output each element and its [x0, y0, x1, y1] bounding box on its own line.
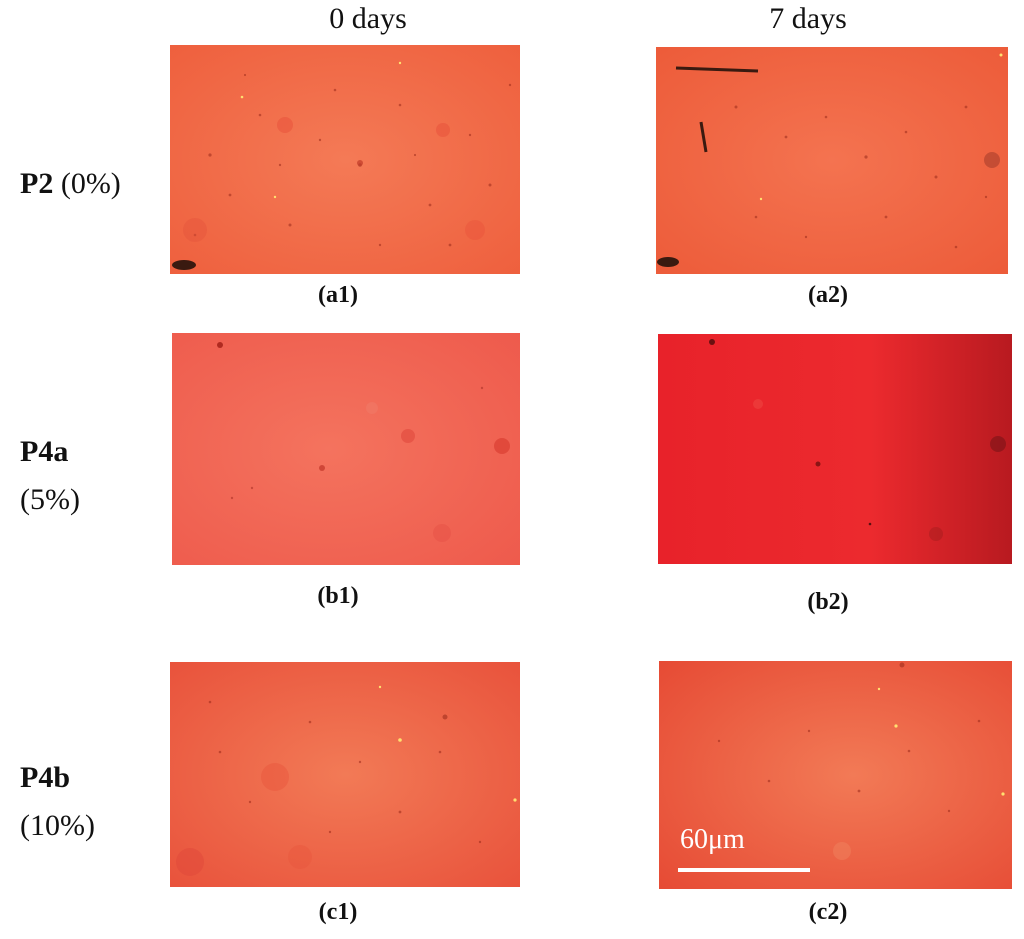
caption-b2: (b2)	[807, 589, 849, 615]
row-pct-p2: (0%)	[60, 167, 121, 200]
micrograph-c2	[659, 661, 1012, 889]
scale-bar	[678, 868, 810, 872]
row-pct-p4a: (5%)	[20, 483, 80, 516]
caption-c1: (c1)	[318, 899, 358, 925]
column-header-0-days: 0 days	[329, 2, 407, 35]
row-pct-p4b: (10%)	[20, 809, 95, 842]
micrograph-a2	[656, 47, 1008, 274]
row-label-p2: P2 (0%)	[20, 160, 121, 208]
caption-a1: (a1)	[318, 282, 358, 308]
micrograph-b1	[172, 333, 520, 565]
caption-a2: (a2)	[808, 282, 848, 308]
row-label-p4a: P4a (5%)	[20, 428, 80, 524]
caption-b1: (b1)	[317, 583, 359, 609]
column-header-7-days: 7 days	[769, 2, 847, 35]
row-name-p2: P2	[20, 167, 54, 200]
row-name-p4a: P4a	[20, 435, 69, 468]
caption-c2: (c2)	[808, 899, 848, 925]
micrograph-a1	[170, 45, 520, 274]
micrograph-c1	[170, 662, 520, 887]
scale-bar-label: 60μm	[680, 824, 745, 855]
micrograph-b2	[658, 334, 1012, 564]
row-label-p4b: P4b (10%)	[20, 754, 95, 850]
row-name-p4b: P4b	[20, 761, 71, 794]
